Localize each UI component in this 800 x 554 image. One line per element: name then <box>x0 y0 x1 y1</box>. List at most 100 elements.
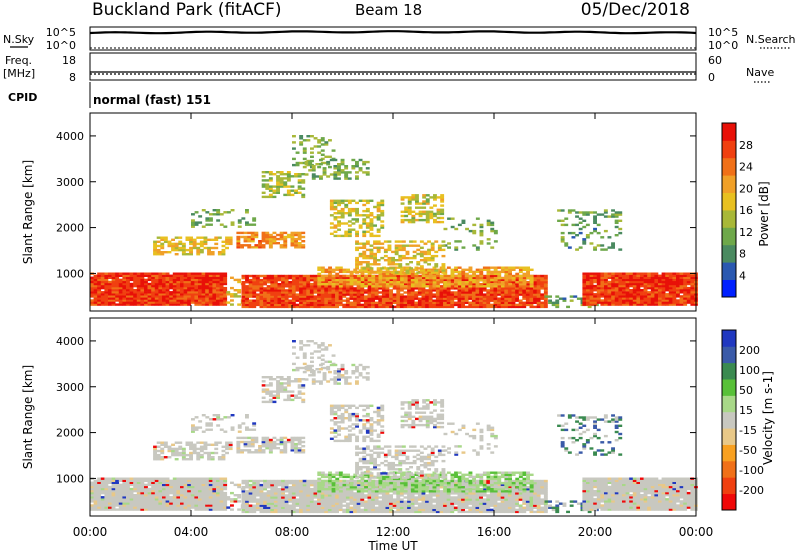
power-cell <box>589 303 594 306</box>
power-cell <box>236 244 241 247</box>
power-cell <box>482 301 487 304</box>
power-cell <box>355 171 359 174</box>
velocity-cell <box>97 485 102 489</box>
power-cell <box>208 286 213 290</box>
power-cell <box>205 274 210 277</box>
power-cell <box>421 291 426 294</box>
power-cell <box>290 242 295 245</box>
power-cell <box>140 303 145 306</box>
velocity-cell <box>270 494 275 497</box>
power-cell <box>464 276 469 280</box>
power-cell <box>277 295 282 298</box>
power-cell <box>614 303 619 306</box>
power-cell <box>301 195 306 199</box>
velocity-cell <box>291 483 296 487</box>
power-cell <box>536 299 541 302</box>
power-cell <box>403 272 408 276</box>
power-cell <box>252 285 257 288</box>
power-cell <box>208 284 213 288</box>
power-cell <box>436 272 440 276</box>
power-cell <box>266 281 271 284</box>
power-cell <box>522 301 527 304</box>
power-cell <box>183 295 188 298</box>
velocity-cell <box>100 481 105 484</box>
power-cell <box>411 214 416 218</box>
power-cell <box>209 217 213 220</box>
velocity-cell <box>198 498 202 501</box>
power-cell <box>353 299 357 302</box>
power-cell <box>518 270 523 274</box>
power-cell <box>439 301 444 304</box>
power-cell <box>216 284 220 288</box>
power-cell <box>432 274 437 278</box>
velocity-cell <box>93 500 98 503</box>
power-cell <box>187 303 192 306</box>
velocity-cell <box>335 496 339 499</box>
power-cell <box>169 282 174 286</box>
velocity-cell <box>299 506 303 509</box>
velocity-cell <box>270 479 275 483</box>
velocity-cell <box>219 487 224 491</box>
power-cell <box>618 286 623 290</box>
power-cell <box>219 289 224 292</box>
velocity-cell <box>118 496 123 499</box>
power-cell <box>129 299 134 302</box>
power-cell <box>216 286 220 290</box>
power-cell <box>273 281 278 284</box>
power-cell <box>497 281 502 284</box>
power-cell <box>320 289 325 292</box>
velocity-cell <box>190 496 195 499</box>
power-cell <box>434 254 439 258</box>
power-cell <box>265 237 270 241</box>
power-cell <box>266 274 271 278</box>
power-cell <box>268 185 273 188</box>
power-cell <box>196 251 201 254</box>
power-cell <box>511 287 516 290</box>
power-cell <box>654 293 659 296</box>
velocity-cell <box>162 483 166 487</box>
power-cell <box>457 293 462 296</box>
velocity-cell <box>97 483 102 487</box>
power-cell <box>450 283 455 286</box>
power-cell <box>439 281 444 284</box>
velocity-cell <box>255 490 260 493</box>
power-cell <box>436 208 441 211</box>
power-cell <box>331 289 336 292</box>
power-cell <box>468 289 473 292</box>
power-cell <box>194 221 199 224</box>
power-cell <box>432 285 437 288</box>
power-cell <box>640 295 644 298</box>
velocity-cell <box>327 510 332 514</box>
power-cell <box>482 305 487 309</box>
power-cell <box>93 303 98 306</box>
power-cell <box>515 283 519 286</box>
power-cell <box>425 295 429 298</box>
velocity-cell <box>317 508 321 512</box>
nsearch-label: N.Search <box>746 33 796 46</box>
velocity-cell <box>111 494 116 497</box>
power-cell <box>410 281 415 284</box>
power-cell <box>374 274 379 278</box>
velocity-cell <box>133 487 138 491</box>
power-cell <box>596 299 601 302</box>
power-cell <box>471 295 476 298</box>
power-cell <box>198 295 202 298</box>
power-cell <box>441 254 446 258</box>
power-cell <box>529 274 534 278</box>
power-cell <box>97 289 102 292</box>
power-cell <box>126 286 130 290</box>
power-cell <box>457 274 462 278</box>
power-cell <box>313 276 318 280</box>
power-cell <box>319 158 323 162</box>
velocity-cell <box>151 479 156 482</box>
power-cell <box>162 282 166 286</box>
power-cell <box>454 266 458 269</box>
power-cell <box>187 280 192 284</box>
power-cell <box>450 225 455 229</box>
power-cell <box>367 287 372 290</box>
power-cell <box>180 299 184 302</box>
power-cell <box>405 263 410 266</box>
power-cell <box>344 205 349 209</box>
velocity-cell <box>183 491 188 495</box>
velocity-cell <box>248 500 253 503</box>
